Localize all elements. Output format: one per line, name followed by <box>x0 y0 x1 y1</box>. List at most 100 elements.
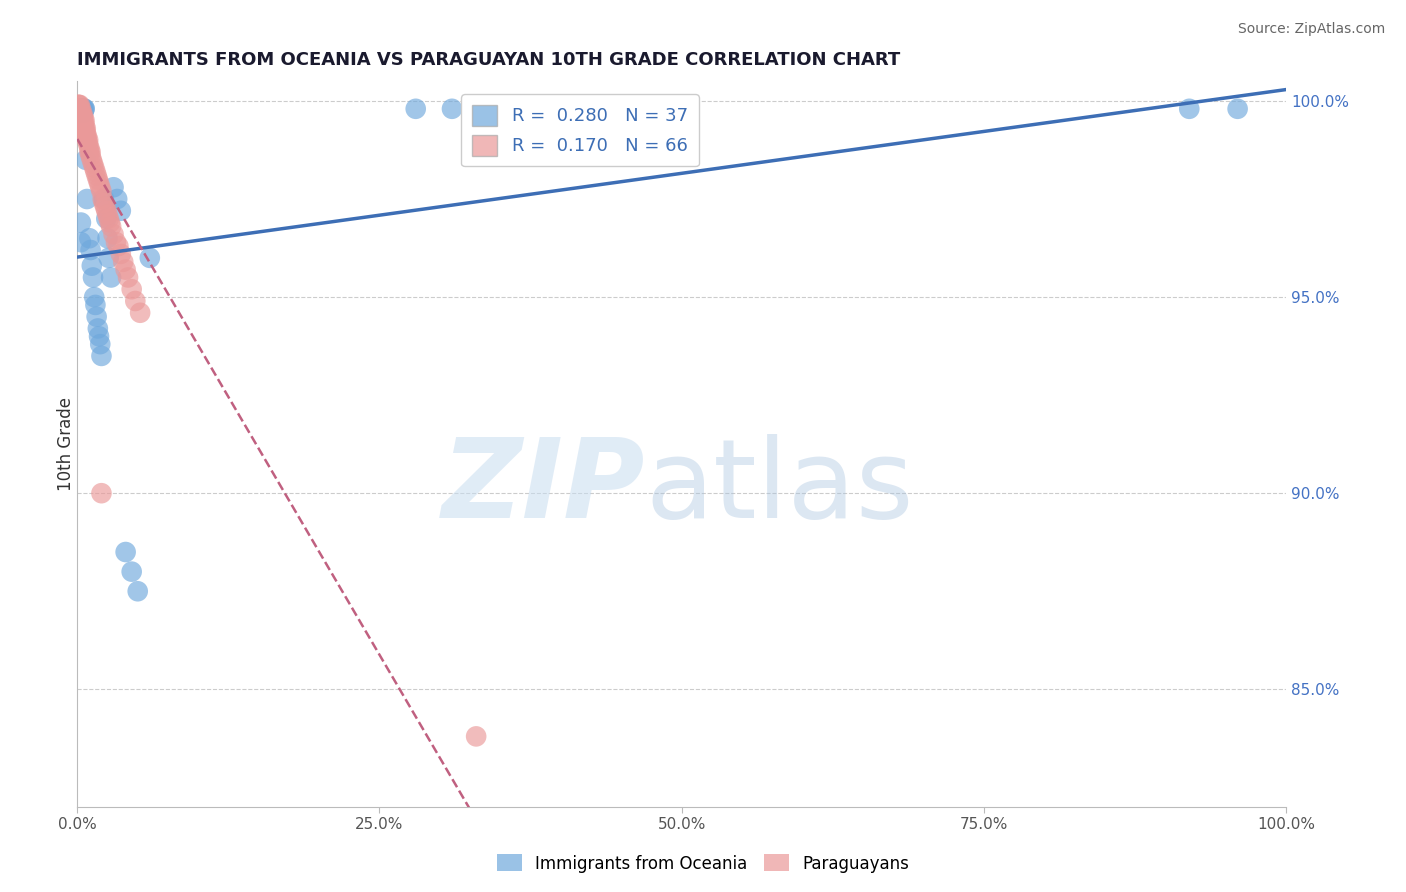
Point <box>89 337 111 351</box>
Point <box>76 129 98 144</box>
Point <box>103 180 125 194</box>
Point <box>139 251 162 265</box>
Point <box>80 153 103 167</box>
Point <box>79 145 101 159</box>
Point <box>73 118 96 132</box>
Point <box>76 192 98 206</box>
Point <box>84 164 107 178</box>
Point <box>100 219 122 234</box>
Point <box>96 211 118 226</box>
Point <box>67 98 90 112</box>
Point <box>73 121 96 136</box>
Point <box>70 113 93 128</box>
Point <box>87 321 110 335</box>
Point <box>67 98 90 112</box>
Point <box>90 184 112 198</box>
Point <box>87 177 110 191</box>
Point <box>91 192 114 206</box>
Point <box>73 102 96 116</box>
Point <box>89 180 111 194</box>
Point <box>75 153 97 167</box>
Point <box>72 102 94 116</box>
Point <box>69 102 91 116</box>
Point <box>67 102 90 116</box>
Point <box>96 208 118 222</box>
Legend: R =  0.280   N = 37, R =  0.170   N = 66: R = 0.280 N = 37, R = 0.170 N = 66 <box>461 94 699 167</box>
Point <box>121 282 143 296</box>
Point <box>79 145 101 159</box>
Point <box>70 102 93 116</box>
Point <box>80 259 103 273</box>
Point <box>70 110 93 124</box>
Point <box>82 270 104 285</box>
Point <box>69 110 91 124</box>
Point <box>70 105 93 120</box>
Point <box>82 157 104 171</box>
Point <box>93 192 115 206</box>
Point <box>114 262 136 277</box>
Point <box>67 105 90 120</box>
Point <box>94 200 117 214</box>
Point <box>72 113 94 128</box>
Point <box>97 251 120 265</box>
Point <box>67 102 90 116</box>
Point <box>114 545 136 559</box>
Point <box>79 141 101 155</box>
Point <box>75 121 97 136</box>
Text: ZIP: ZIP <box>441 434 645 541</box>
Point <box>83 161 105 175</box>
Point <box>77 137 100 152</box>
Point <box>86 310 108 324</box>
Point <box>72 118 94 132</box>
Point <box>105 192 128 206</box>
Point <box>70 105 93 120</box>
Point <box>107 239 129 253</box>
Point <box>405 102 427 116</box>
Point <box>70 118 93 132</box>
Point <box>124 293 146 308</box>
Point <box>79 243 101 257</box>
Point <box>129 306 152 320</box>
Point <box>465 730 488 744</box>
Point <box>72 110 94 124</box>
Point <box>75 125 97 139</box>
Point <box>84 298 107 312</box>
Point <box>73 113 96 128</box>
Point <box>87 172 110 186</box>
Point <box>70 118 93 132</box>
Text: atlas: atlas <box>645 434 914 541</box>
Point <box>83 290 105 304</box>
Point <box>69 105 91 120</box>
Point <box>90 486 112 500</box>
Point <box>72 105 94 120</box>
Point <box>79 231 101 245</box>
Point <box>110 203 132 218</box>
Point <box>96 231 118 245</box>
Legend: Immigrants from Oceania, Paraguayans: Immigrants from Oceania, Paraguayans <box>491 847 915 880</box>
Point <box>98 215 121 229</box>
Point <box>72 121 94 136</box>
Text: IMMIGRANTS FROM OCEANIA VS PARAGUAYAN 10TH GRADE CORRELATION CHART: IMMIGRANTS FROM OCEANIA VS PARAGUAYAN 10… <box>77 51 900 69</box>
Point <box>69 113 91 128</box>
Text: Source: ZipAtlas.com: Source: ZipAtlas.com <box>1237 22 1385 37</box>
Point <box>127 584 149 599</box>
Point <box>77 133 100 147</box>
Point <box>96 203 118 218</box>
Point <box>104 235 127 249</box>
Y-axis label: 10th Grade: 10th Grade <box>58 397 75 491</box>
Point <box>70 215 93 229</box>
Point <box>69 98 91 112</box>
Point <box>75 129 97 144</box>
Point <box>76 133 98 147</box>
Point <box>87 329 110 343</box>
Point <box>440 102 463 116</box>
Point <box>1178 102 1201 116</box>
Point <box>1226 102 1249 116</box>
Point <box>93 196 115 211</box>
Point <box>79 149 101 163</box>
Point <box>86 169 108 183</box>
Point <box>72 102 94 116</box>
Point <box>103 227 125 242</box>
Point <box>70 102 93 116</box>
Point <box>97 211 120 226</box>
